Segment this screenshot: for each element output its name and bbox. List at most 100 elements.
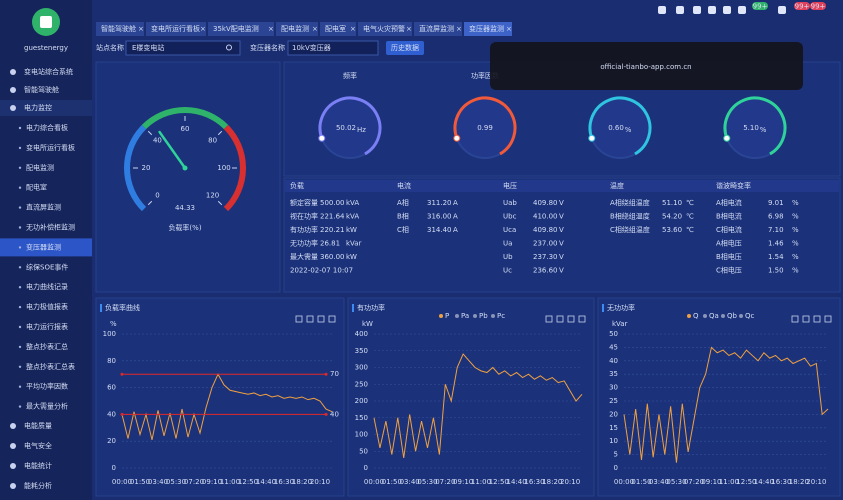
legend-label[interactable]: Pa (461, 312, 469, 320)
legend-swatch[interactable] (739, 314, 743, 318)
chart-tool-icon[interactable] (791, 315, 799, 323)
submenu-item[interactable]: 整点抄表汇总表 (26, 362, 75, 371)
tab-close[interactable]: × (350, 25, 356, 33)
menu-dot (18, 166, 22, 169)
menu-group[interactable]: 电气安全 (24, 441, 52, 450)
tab[interactable] (208, 22, 274, 36)
ring-dot (723, 134, 731, 142)
menu-group[interactable]: 电能质量 (24, 421, 52, 430)
legend-swatch[interactable] (703, 314, 707, 318)
search-icon[interactable] (226, 44, 232, 51)
menu-dot (18, 305, 22, 309)
tab-close[interactable]: × (138, 25, 144, 33)
toolbar-icon[interactable] (658, 6, 666, 14)
tab-label[interactable]: 配电监测 (281, 24, 309, 33)
tab[interactable] (96, 22, 144, 36)
submenu-item[interactable]: 配电监测 (26, 163, 54, 172)
chart-tool-icon[interactable] (545, 315, 553, 323)
panel (95, 297, 345, 497)
chart-tool-icon[interactable] (824, 315, 832, 323)
chart-tool-icon[interactable] (556, 315, 564, 323)
tab-close[interactable]: × (506, 25, 512, 33)
legend-swatch[interactable] (491, 314, 495, 318)
station-value[interactable]: E楼变电站 (132, 43, 164, 52)
tab-close[interactable]: × (268, 25, 274, 33)
tab[interactable] (464, 22, 512, 36)
submenu-item[interactable]: 直流屏监测 (26, 203, 61, 212)
toolbar-icon[interactable] (676, 6, 684, 14)
submenu-item[interactable]: 电力运行报表 (26, 322, 68, 331)
submenu-item[interactable]: 平均功率因数 (26, 382, 68, 391)
tab[interactable] (146, 22, 206, 36)
menu-icon (10, 483, 16, 489)
chart-tool-icon[interactable] (317, 315, 325, 323)
tab[interactable] (414, 22, 462, 36)
tab-label[interactable]: 智能驾驶舱 (101, 24, 136, 33)
menu-group[interactable]: 电能统计 (24, 461, 52, 470)
history-button-label[interactable]: 历史数据 (391, 43, 419, 52)
chart-tool-icon[interactable] (295, 315, 303, 323)
submenu-item[interactable]: 变压器监测 (26, 242, 61, 251)
tab-close[interactable]: × (312, 25, 318, 33)
submenu-item[interactable]: 最大需量分析 (26, 402, 68, 411)
tab-close[interactable]: × (456, 25, 462, 33)
legend-swatch[interactable] (721, 314, 725, 318)
tab-label[interactable]: 电气火灾预警 (363, 24, 405, 33)
legend-swatch[interactable] (473, 314, 477, 318)
chart-tool-icon[interactable] (802, 315, 810, 323)
tab-label[interactable]: 直流屏监测 (419, 24, 454, 33)
menu-group[interactable]: 电力监控 (24, 103, 52, 112)
tab-label[interactable]: 变电所运行看板 (151, 24, 200, 33)
submenu-item[interactable]: 电力极值报表 (26, 302, 68, 311)
legend-swatch[interactable] (687, 314, 691, 318)
legend-label[interactable]: Pb (479, 312, 488, 320)
cell-label: Ua (503, 240, 512, 248)
submenu-item[interactable]: 电力曲线记录 (26, 282, 68, 291)
tab-label[interactable]: 35kV配电监测 (213, 24, 259, 33)
submenu-item[interactable]: 电力综合看板 (26, 123, 68, 132)
toolbar-icon[interactable] (738, 6, 746, 14)
chart-tool-icon[interactable] (328, 315, 336, 323)
x-tick-label: 05:30 (417, 478, 437, 486)
toolbar-icon[interactable] (723, 6, 731, 14)
legend-label[interactable]: Qc (745, 312, 755, 320)
table-header: 温度 (610, 181, 624, 190)
toolbar-icon[interactable] (778, 6, 786, 14)
legend-swatch[interactable] (455, 314, 459, 318)
tab-label[interactable]: 配电室 (325, 24, 346, 33)
x-tick-label: 00:00 (614, 478, 634, 486)
tab-close[interactable]: × (406, 25, 412, 33)
history-button[interactable] (386, 41, 424, 55)
legend-label[interactable]: Pc (497, 312, 505, 320)
transformer-select[interactable] (287, 40, 379, 56)
legend-label[interactable]: Qb (727, 312, 738, 320)
transformer-value[interactable]: 10kV变压器 (292, 43, 331, 52)
legend-swatch[interactable] (439, 314, 443, 318)
chart-tool-icon[interactable] (813, 315, 821, 323)
menu-group[interactable]: 智能驾驶舱 (24, 85, 59, 94)
submenu-item[interactable]: 无功补偿柜监测 (26, 223, 75, 232)
toolbar-icon[interactable] (708, 6, 716, 14)
chart-tool-icon[interactable] (306, 315, 314, 323)
legend-label[interactable]: Q (693, 312, 699, 320)
menu-group[interactable]: 能耗分析 (24, 481, 52, 490)
menu-icon (10, 423, 16, 429)
chart-tool-icon[interactable] (578, 315, 586, 323)
submenu-item[interactable]: 综保SOE事件 (26, 262, 68, 271)
submenu-item[interactable]: 整点抄表汇总 (26, 342, 68, 351)
tab[interactable] (320, 22, 356, 36)
chart-tool-icon[interactable] (567, 315, 575, 323)
menu-group[interactable]: 变电站综合系统 (24, 67, 73, 76)
tab[interactable] (276, 22, 318, 36)
legend-label[interactable]: Qa (709, 312, 719, 320)
submenu-item[interactable]: 变电所运行看板 (26, 143, 75, 152)
x-tick-label: 03:40 (400, 478, 420, 486)
tab-close[interactable]: × (200, 25, 206, 33)
submenu-item[interactable]: 配电室 (26, 183, 47, 192)
legend-label[interactable]: P (445, 312, 449, 320)
tab-label[interactable]: 变压器监测 (469, 24, 504, 33)
toolbar-icon[interactable] (693, 6, 701, 14)
table-header: 电压 (503, 181, 517, 190)
tab[interactable] (358, 22, 412, 36)
station-input[interactable] (125, 40, 241, 56)
